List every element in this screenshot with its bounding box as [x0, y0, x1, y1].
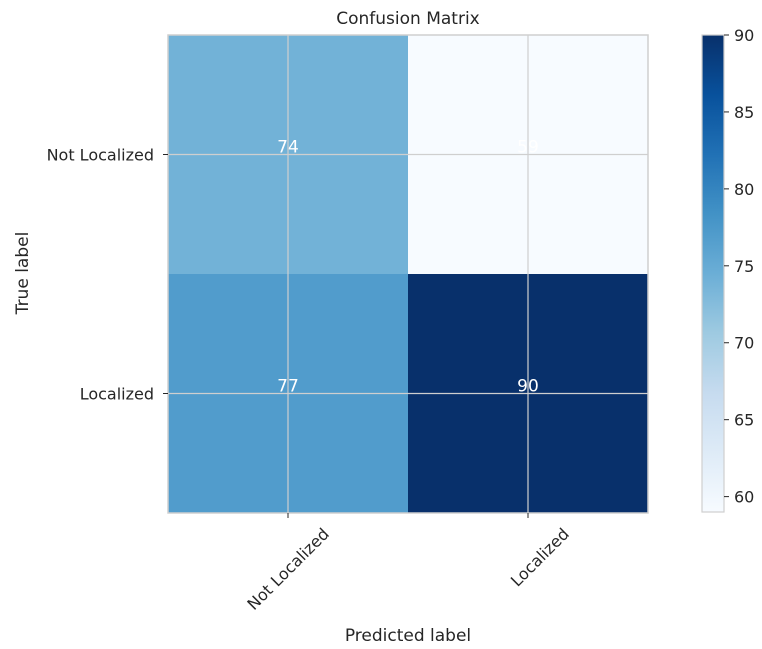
colorbar-tick-label: 70 [734, 334, 754, 353]
cell-value-label-0-0: 74 [277, 138, 299, 158]
colorbar-tick-label: 65 [734, 411, 754, 430]
colorbar-tick-label: 85 [734, 103, 754, 122]
colorbar-tick-label: 60 [734, 488, 754, 507]
plot-frame [167, 34, 649, 514]
chart-title: Confusion Matrix [336, 9, 480, 29]
x-axis-label: Predicted label [345, 626, 471, 645]
heatmap-cell-labels: 74 59 77 90 [277, 138, 539, 397]
y-axis-ticks: Not Localized Localized [47, 146, 168, 404]
cell-value-label-1-0: 77 [277, 377, 299, 397]
colorbar-tick-label: 90 [734, 26, 754, 45]
y-axis-label: True label [13, 232, 33, 316]
colorbar: 60 65 70 75 80 85 90 [701, 26, 754, 513]
cell-value-label-0-1: 59 [517, 138, 539, 158]
x-axis-ticks: Not Localized Localized [243, 513, 573, 614]
cell-value-label-1-1: 90 [517, 377, 539, 397]
heatmap-gridlines [167, 34, 649, 514]
x-tick-label: Not Localized [243, 524, 332, 613]
heatmap-cells [168, 35, 648, 513]
y-tick-label: Localized [80, 385, 154, 404]
y-tick-label: Not Localized [47, 146, 154, 165]
colorbar-tick-label: 75 [734, 257, 754, 276]
x-tick-label: Localized [507, 524, 573, 590]
colorbar-tick-label: 80 [734, 180, 754, 199]
colorbar-gradient [701, 34, 725, 513]
